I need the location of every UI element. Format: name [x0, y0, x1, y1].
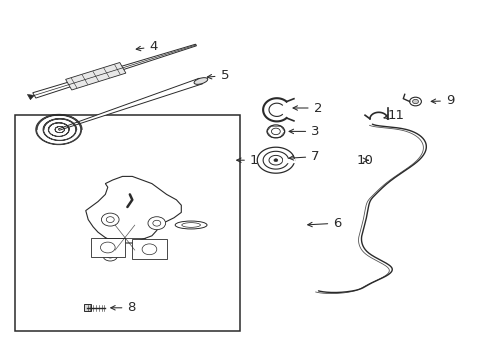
Polygon shape	[86, 176, 181, 243]
Circle shape	[271, 128, 280, 135]
Polygon shape	[33, 44, 196, 98]
Circle shape	[413, 99, 418, 104]
Circle shape	[410, 97, 421, 106]
Polygon shape	[58, 78, 203, 130]
Text: 10: 10	[357, 154, 373, 167]
Circle shape	[142, 244, 157, 255]
Text: 11: 11	[384, 109, 404, 122]
Text: 4: 4	[136, 40, 158, 53]
Text: 8: 8	[111, 301, 136, 314]
Text: 3: 3	[289, 125, 319, 138]
Ellipse shape	[194, 78, 208, 84]
Polygon shape	[27, 94, 34, 100]
Circle shape	[101, 213, 119, 226]
Text: 1: 1	[237, 154, 258, 167]
Ellipse shape	[175, 221, 207, 229]
Circle shape	[148, 217, 166, 230]
Text: 9: 9	[431, 94, 454, 107]
Circle shape	[153, 220, 161, 226]
Bar	[91, 238, 125, 257]
Bar	[132, 239, 167, 259]
Circle shape	[274, 159, 278, 162]
Polygon shape	[84, 304, 91, 311]
Text: 2: 2	[293, 102, 322, 114]
Circle shape	[106, 217, 114, 222]
Circle shape	[267, 125, 285, 138]
Text: 6: 6	[308, 217, 342, 230]
Bar	[15, 115, 240, 331]
Ellipse shape	[182, 222, 200, 228]
Circle shape	[103, 250, 118, 261]
Polygon shape	[66, 63, 126, 90]
Circle shape	[100, 242, 115, 253]
Text: 5: 5	[207, 69, 229, 82]
Text: 7: 7	[289, 150, 319, 163]
Circle shape	[107, 253, 114, 258]
